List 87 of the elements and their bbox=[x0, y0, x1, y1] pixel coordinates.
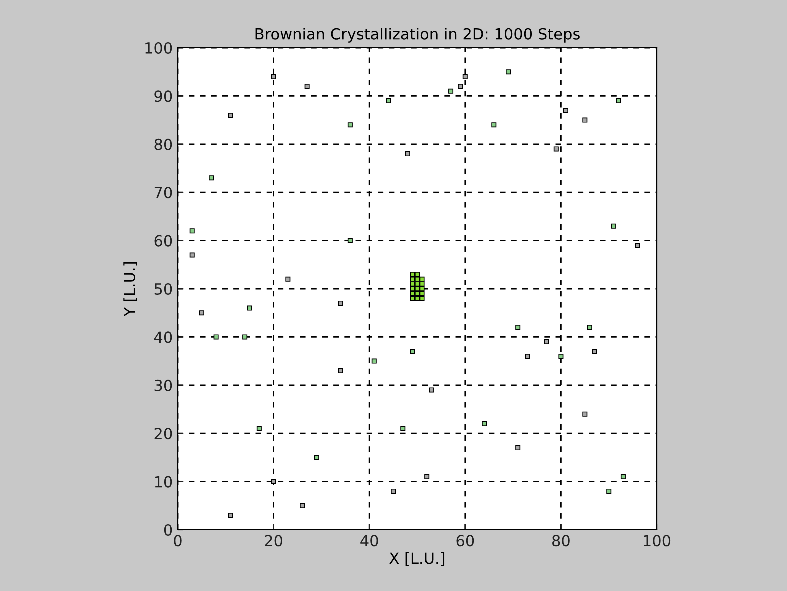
x-tick-label: 20 bbox=[265, 535, 283, 547]
point bbox=[410, 272, 416, 278]
point bbox=[420, 296, 425, 302]
y-tick-label: 70 bbox=[154, 187, 172, 199]
point bbox=[348, 122, 353, 128]
chart-title: Brownian Crystallization in 2D: 1000 Steps bbox=[256, 28, 580, 43]
point bbox=[420, 286, 425, 292]
point bbox=[506, 70, 512, 75]
point bbox=[410, 286, 416, 292]
y-tick-label: 20 bbox=[154, 428, 172, 440]
point bbox=[606, 488, 612, 494]
point bbox=[405, 152, 410, 157]
point bbox=[492, 122, 497, 128]
point bbox=[544, 340, 550, 345]
y-tick-label: 40 bbox=[154, 332, 172, 344]
point bbox=[516, 446, 521, 451]
point bbox=[410, 276, 416, 282]
point bbox=[410, 296, 416, 302]
point bbox=[554, 146, 559, 152]
point bbox=[635, 243, 640, 248]
point bbox=[228, 513, 234, 518]
point bbox=[414, 286, 420, 292]
point bbox=[420, 282, 425, 287]
point bbox=[611, 224, 616, 229]
point bbox=[448, 88, 454, 94]
point bbox=[348, 238, 353, 244]
point bbox=[582, 412, 588, 417]
point bbox=[525, 354, 530, 359]
point bbox=[271, 479, 276, 484]
point bbox=[414, 291, 420, 296]
point bbox=[314, 455, 320, 460]
point bbox=[558, 354, 564, 359]
point bbox=[582, 118, 588, 123]
y-tick-label: 30 bbox=[154, 380, 172, 392]
point bbox=[372, 358, 377, 364]
point bbox=[563, 108, 568, 114]
point bbox=[256, 426, 262, 432]
point bbox=[190, 228, 195, 234]
point bbox=[410, 291, 416, 296]
y-tick-label: 100 bbox=[146, 42, 172, 54]
point bbox=[414, 282, 420, 287]
point bbox=[462, 74, 468, 80]
point bbox=[616, 98, 622, 104]
point bbox=[410, 282, 416, 287]
point bbox=[190, 252, 195, 258]
point bbox=[420, 291, 425, 296]
point bbox=[414, 276, 420, 282]
point bbox=[386, 98, 392, 104]
point bbox=[209, 176, 214, 181]
point bbox=[391, 488, 396, 494]
x-tick-label: 0 bbox=[174, 535, 182, 547]
x-tick-label: 80 bbox=[552, 535, 570, 547]
point bbox=[400, 426, 406, 432]
point bbox=[592, 349, 598, 354]
point bbox=[620, 474, 626, 480]
y-tick-label: 10 bbox=[155, 476, 172, 488]
point bbox=[286, 276, 291, 282]
point bbox=[414, 272, 420, 278]
y-tick-label: 50 bbox=[154, 283, 172, 296]
point bbox=[338, 300, 344, 306]
point bbox=[247, 306, 252, 311]
point bbox=[304, 84, 310, 90]
point bbox=[214, 334, 219, 340]
point bbox=[271, 74, 276, 80]
x-axis-title: X [L.U.] bbox=[390, 552, 445, 566]
point bbox=[300, 503, 306, 508]
point bbox=[199, 310, 204, 316]
point bbox=[420, 276, 425, 282]
y-tick-label: 80 bbox=[154, 138, 172, 150]
point bbox=[410, 349, 416, 354]
y-tick-label: 90 bbox=[154, 90, 172, 102]
y-axis-title: Y [L.U.] bbox=[124, 262, 138, 317]
point bbox=[424, 474, 430, 480]
y-tick-label: 60 bbox=[154, 235, 172, 247]
x-tick-label: 60 bbox=[456, 535, 474, 547]
y-tick-label: 0 bbox=[164, 524, 172, 536]
point bbox=[338, 368, 344, 374]
x-tick-label: 100 bbox=[644, 535, 671, 547]
point bbox=[516, 325, 521, 330]
point bbox=[458, 84, 464, 90]
point bbox=[429, 388, 434, 393]
point bbox=[414, 296, 420, 302]
point bbox=[587, 325, 592, 330]
point bbox=[242, 334, 248, 340]
point bbox=[482, 421, 488, 426]
point bbox=[228, 112, 234, 118]
x-tick-label: 40 bbox=[360, 535, 378, 547]
